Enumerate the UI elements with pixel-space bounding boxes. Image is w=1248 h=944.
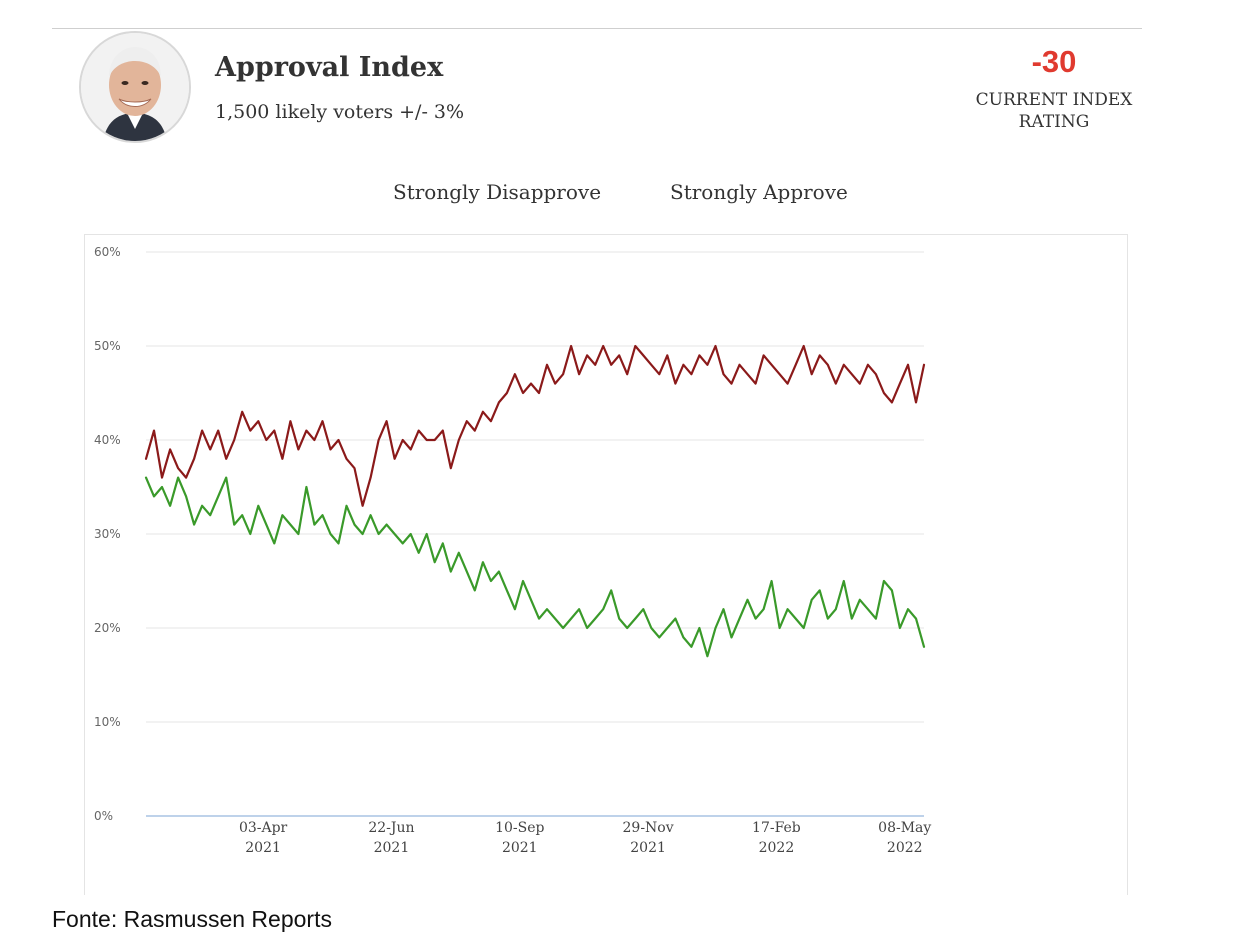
legend-strongly-disapprove[interactable]: Strongly Disapprove	[393, 180, 602, 204]
x-tick-year-label: 2021	[245, 840, 281, 856]
x-tick-label: 08-May	[878, 820, 931, 836]
y-tick-label: 20%	[94, 621, 121, 635]
x-tick-year-label: 2022	[759, 840, 795, 856]
current-index-label-line2: RATING	[1018, 112, 1090, 132]
x-tick-label: 22-Jun	[368, 820, 414, 836]
series-line-strongly-disapprove	[144, 344, 926, 507]
x-tick-year-label: 2021	[630, 840, 666, 856]
y-tick-label: 50%	[94, 339, 121, 353]
x-tick-label: 17-Feb	[752, 820, 801, 836]
legend-strongly-approve[interactable]: Strongly Approve	[670, 180, 848, 204]
x-tick-label: 03-Apr	[239, 820, 288, 836]
y-tick-label: 30%	[94, 527, 121, 541]
x-tick-year-label: 2021	[374, 840, 410, 856]
current-index-value: -30	[1031, 44, 1077, 79]
x-tick-label: 10-Sep	[495, 820, 544, 836]
portrait-icon	[81, 33, 189, 141]
series-line-strongly-approve	[144, 476, 926, 658]
chart-title: Approval Index	[215, 52, 444, 83]
chart-frame	[84, 234, 1128, 895]
source-note: Fonte: Rasmussen Reports	[52, 906, 332, 932]
y-tick-label: 40%	[94, 433, 121, 447]
chart-subtitle: 1,500 likely voters +/- 3%	[215, 101, 465, 123]
y-tick-label: 0%	[94, 809, 113, 823]
y-tick-label: 60%	[94, 245, 121, 259]
avatar	[79, 31, 191, 143]
x-tick-year-label: 2021	[502, 840, 538, 856]
current-index-label-line1: CURRENT INDEX	[975, 90, 1133, 110]
top-divider	[52, 28, 1142, 29]
y-tick-label: 10%	[94, 715, 121, 729]
x-tick-year-label: 2022	[887, 840, 923, 856]
current-index-label: CURRENT INDEX RATING	[960, 89, 1148, 133]
x-tick-label: 29-Nov	[623, 820, 674, 836]
